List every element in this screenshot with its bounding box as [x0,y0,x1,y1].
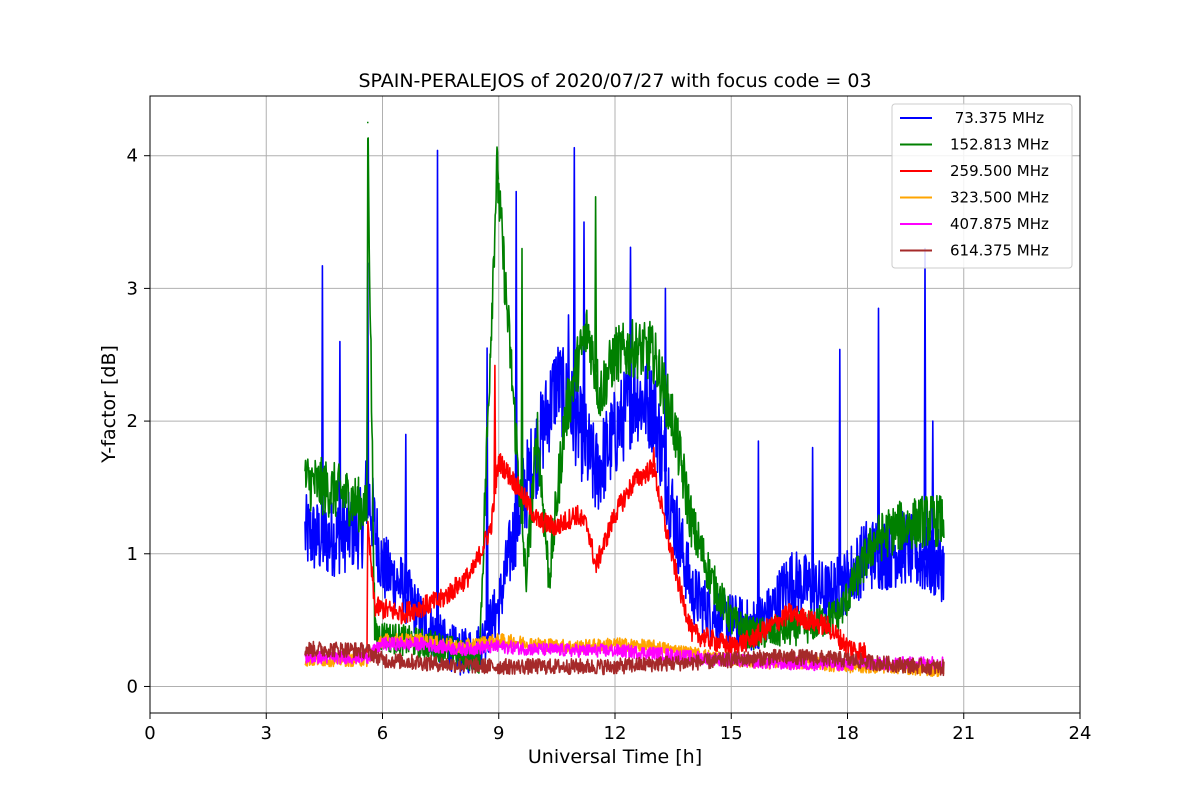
legend-label: 73.375 MHz [950,109,1044,127]
legend-label: 323.500 MHz [950,189,1049,207]
series-line [304,640,945,677]
x-tick-label: 18 [836,723,859,744]
y-tick-label: 0 [127,676,138,697]
legend-box [891,103,1073,269]
y-tick-label: 3 [127,278,138,299]
legend-label: 259.500 MHz [950,162,1049,180]
series-line [366,364,868,662]
y-tick-label: 4 [127,146,138,167]
legend-label: 407.875 MHz [950,215,1049,233]
x-tick-label: 15 [720,723,743,744]
x-tick-label: 9 [493,723,504,744]
x-tick-label: 12 [604,723,627,744]
series-layer [304,121,945,678]
plot-area [304,121,945,678]
x-tick-label: 21 [952,723,975,744]
series-line [304,636,945,672]
x-tick-label: 0 [144,723,155,744]
series-line [304,121,945,674]
y-tick-label: 2 [127,411,138,432]
legend: 73.375 MHz 152.813 MHz 259.500 MHz 323.500 … [891,103,1073,269]
series-line [304,146,945,676]
chart-title: SPAIN-PERALEJOS of 2020/07/27 with focus… [358,70,871,92]
y-axis-label: Y-factor [dB] [98,345,120,464]
legend-label: 614.375 MHz [950,242,1049,260]
legend-label: 152.813 MHz [950,136,1049,154]
y-axis-ticks: 0 1 2 3 4 [127,146,150,697]
x-axis-label: Universal Time [h] [528,746,702,768]
y-tick-label: 1 [127,544,138,565]
x-axis-ticks: 0 3 6 9 12 15 18 21 24 [144,713,1091,744]
x-tick-label: 3 [261,723,272,744]
x-tick-label: 6 [377,723,388,744]
x-tick-label: 24 [1069,723,1092,744]
